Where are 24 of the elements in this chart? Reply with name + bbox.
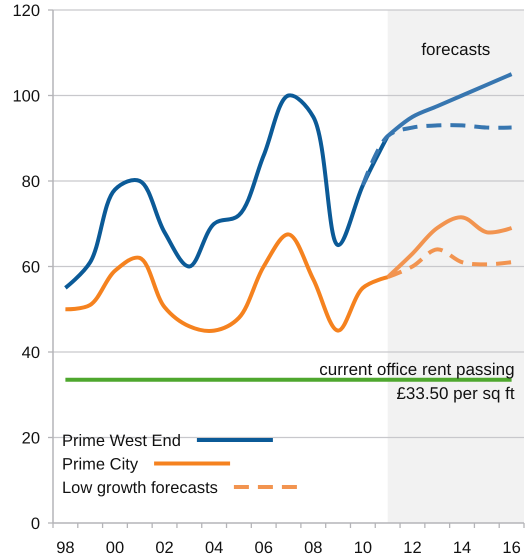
line-series	[63, 232, 390, 333]
band-label: forecasts	[421, 40, 490, 59]
y-tick-label: 60	[22, 258, 40, 276]
legend-label: Prime West End	[62, 432, 181, 450]
y-tick-label: 80	[22, 172, 40, 191]
x-tick-label: 16	[502, 539, 521, 557]
y-tick-label: 20	[22, 429, 40, 448]
y-tick-label: 0	[30, 514, 40, 533]
x-tick-label: 98	[56, 539, 75, 557]
x-tick-label: 10	[354, 539, 372, 557]
x-tick-label: 02	[155, 539, 174, 557]
x-tick-label: 04	[204, 539, 224, 557]
x-tick-label: 14	[452, 539, 472, 557]
x-tick-label: 12	[403, 539, 422, 557]
legend-label: Prime City	[62, 456, 139, 474]
ref-line-label: current office rent passing £33.50 per sq ft	[319, 360, 515, 403]
x-tick-label: 08	[304, 539, 322, 557]
legend-label: Low growth forecasts	[62, 479, 218, 497]
y-tick-label: 100	[12, 87, 40, 106]
x-tick-label: 00	[106, 539, 124, 557]
line-series	[63, 94, 390, 290]
y-tick-label: 40	[22, 344, 40, 362]
y-tick-label: 120	[12, 2, 40, 20]
x-tick-label: 06	[254, 539, 273, 557]
